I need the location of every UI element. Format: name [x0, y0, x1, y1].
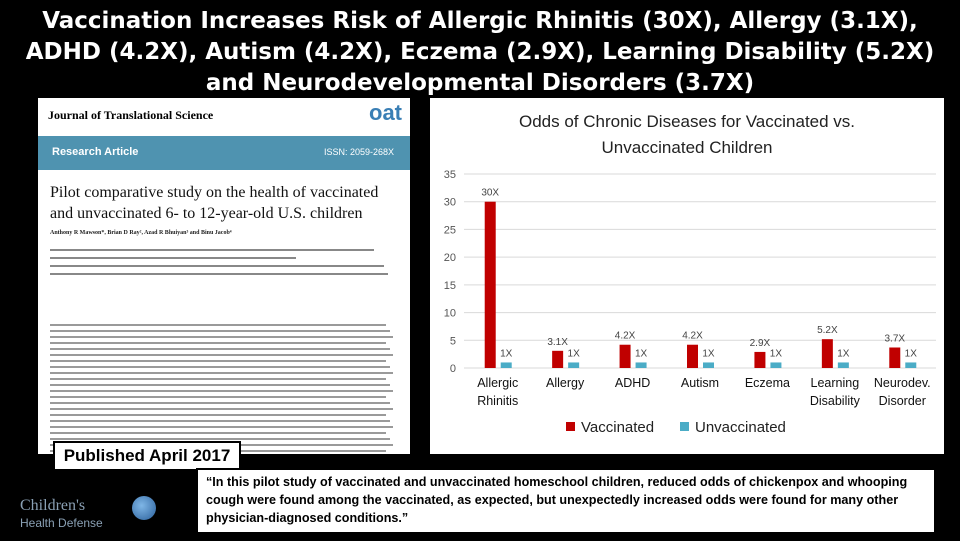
x-tick-label: Eczema: [745, 376, 790, 390]
y-tick-label: 25: [444, 224, 456, 236]
bar-unvaccinated: [905, 362, 917, 368]
journal-band: Research Article ISSN: 2059-268X: [38, 136, 410, 170]
y-tick-label: 30: [444, 197, 456, 209]
bar-unvaccinated: [770, 362, 782, 368]
org-logo-line2: Health Defense: [20, 516, 103, 530]
bar-vaccinated: [821, 339, 833, 368]
abstract-line: [50, 330, 390, 332]
y-tick-label: 10: [444, 308, 456, 320]
bar-unvaccinated: [635, 362, 647, 368]
legend-label-vaccinated: Vaccinated: [581, 419, 654, 436]
data-label-unvaccinated: 1X: [568, 348, 581, 359]
y-tick-label: 20: [444, 252, 456, 264]
issn-label: ISSN: 2059-268X: [323, 147, 394, 157]
abstract-line: [50, 342, 386, 344]
abstract-line: [50, 360, 386, 362]
journal-title: Journal of Translational Science: [48, 108, 214, 122]
abstract-line: [50, 366, 390, 368]
abstract-line: [50, 438, 390, 440]
data-label-vaccinated: 2.9X: [750, 338, 771, 349]
data-label-vaccinated: 3.7X: [884, 333, 905, 344]
headline: Vaccination Increases Risk of Allergic R…: [25, 8, 935, 96]
x-tick-label: Autism: [681, 376, 719, 390]
bar-chart: Odds of Chronic Diseases for Vaccinated …: [430, 98, 944, 454]
y-tick-label: 35: [444, 169, 456, 181]
org-logo: Children's Health Defense: [18, 494, 168, 538]
bar-vaccinated: [889, 347, 901, 368]
legend-swatch-vaccinated: [566, 422, 575, 431]
bar-vaccinated: [484, 201, 496, 368]
bar-vaccinated: [552, 350, 564, 368]
bar-unvaccinated: [500, 362, 512, 368]
abstract-line: [50, 396, 386, 398]
data-label-vaccinated: 30X: [481, 188, 499, 199]
x-tick-label: Disorder: [879, 394, 926, 408]
abstract-line: [50, 390, 393, 392]
abstract-line: [50, 348, 390, 350]
paper-title: Pilot comparative study on the health of…: [50, 184, 379, 222]
abstract-line: [50, 336, 393, 338]
abstract-line: [50, 354, 393, 356]
y-tick-label: 5: [450, 335, 456, 347]
paper-image: Journal of Translational Science oat Res…: [38, 98, 410, 454]
data-label-unvaccinated: 1X: [837, 348, 850, 359]
paper-authors: Anthony R Mawson*, Brian D Ray², Azad R …: [50, 230, 232, 236]
x-tick-label: Rhinitis: [477, 394, 518, 408]
bar-vaccinated: [754, 351, 766, 368]
data-label-vaccinated: 3.1X: [547, 337, 568, 348]
abstract-line: [50, 378, 386, 380]
org-logo-line1: Children's: [20, 497, 86, 514]
bar-unvaccinated: [703, 362, 714, 368]
abstract-line: [50, 372, 393, 374]
x-tick-label: Neurodev.: [874, 376, 931, 390]
x-tick-label: Learning: [811, 376, 860, 390]
y-tick-label: 15: [444, 280, 456, 292]
abstract-line: [50, 408, 393, 410]
legend-swatch-unvaccinated: [680, 422, 689, 431]
section-label: Research Article: [52, 146, 139, 158]
data-label-vaccinated: 5.2X: [817, 325, 838, 336]
affiliations-text: [50, 243, 402, 281]
abstract-line: [50, 414, 386, 416]
abstract-line: [50, 420, 390, 422]
y-tick-label: 0: [450, 363, 456, 375]
x-tick-label: Disability: [810, 394, 861, 408]
abstract-line: [50, 324, 386, 326]
globe-icon: [132, 496, 156, 520]
quote-box: “In this pilot study of vaccinated and u…: [196, 468, 936, 534]
chart-svg: Odds of Chronic Diseases for Vaccinated …: [444, 112, 936, 436]
data-label-unvaccinated: 1X: [635, 348, 648, 359]
data-label-unvaccinated: 1X: [905, 348, 918, 359]
data-label-vaccinated: 4.2X: [682, 331, 703, 342]
published-date: Published April 2017: [53, 441, 241, 471]
legend-label-unvaccinated: Unvaccinated: [695, 419, 786, 436]
bar-vaccinated: [619, 344, 631, 368]
abstract-line: [50, 402, 390, 404]
data-label-unvaccinated: 1X: [702, 348, 715, 359]
journal-logo: oat: [369, 100, 402, 125]
abstract-line: [50, 432, 386, 434]
x-tick-label: Allergic: [477, 376, 518, 390]
data-label-vaccinated: 4.2X: [615, 331, 636, 342]
abstract-line: [50, 384, 390, 386]
chart-title-line1: Odds of Chronic Diseases for Vaccinated …: [519, 112, 855, 131]
bar-unvaccinated: [568, 362, 580, 368]
bar-unvaccinated: [837, 362, 849, 368]
x-tick-label: ADHD: [615, 376, 650, 390]
abstract-text: [50, 324, 400, 454]
bar-vaccinated: [687, 344, 698, 368]
abstract-line: [50, 426, 393, 428]
x-tick-label: Allergy: [546, 376, 585, 390]
chart-title-line2: Unvaccinated Children: [601, 138, 772, 157]
data-label-unvaccinated: 1X: [770, 348, 783, 359]
data-label-unvaccinated: 1X: [500, 348, 513, 359]
